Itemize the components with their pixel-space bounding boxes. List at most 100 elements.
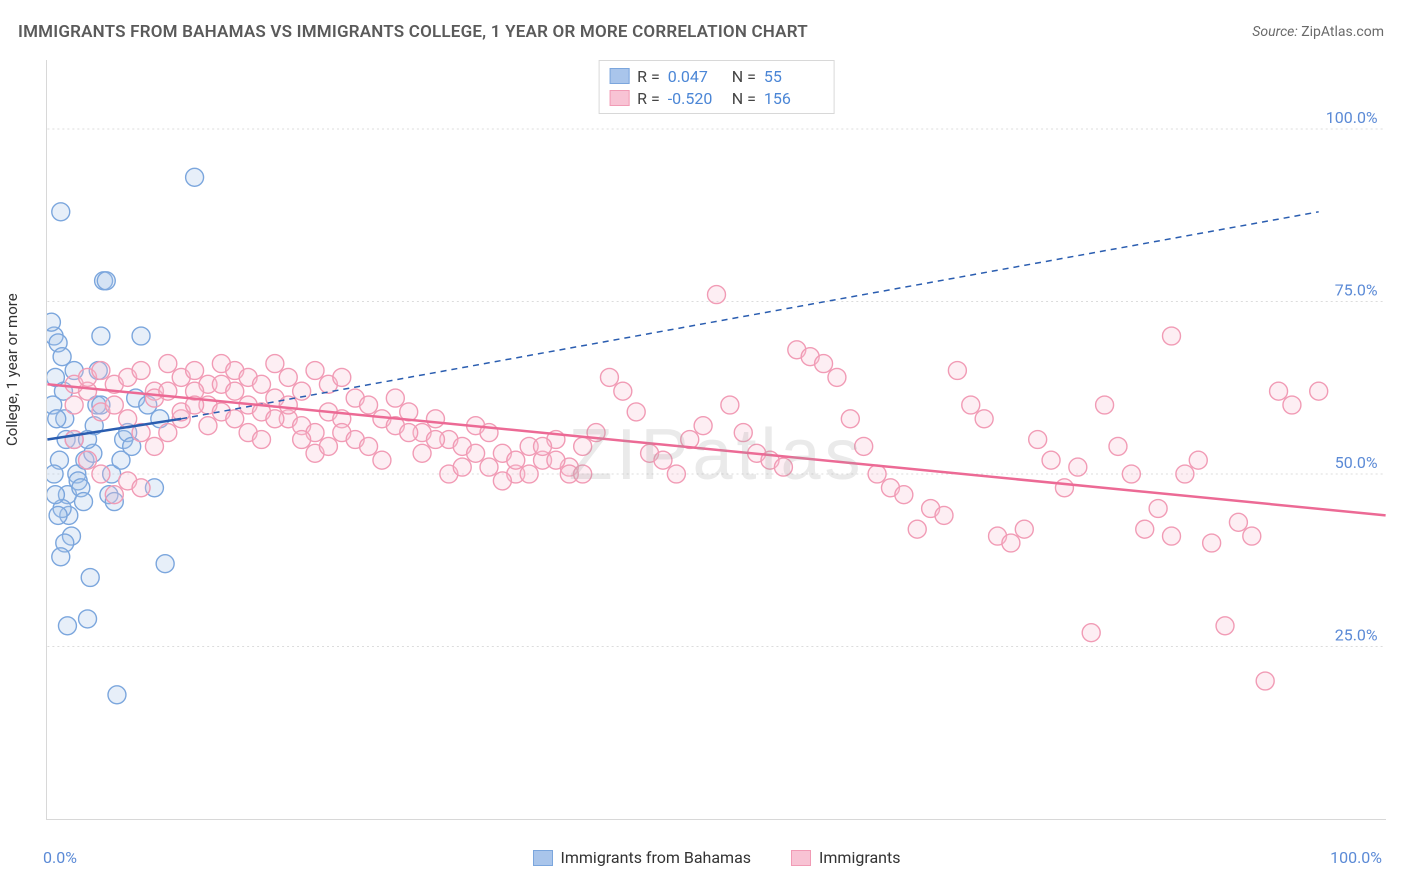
legend-swatch-bahamas <box>533 850 553 866</box>
data-point <box>694 417 712 435</box>
data-point <box>815 355 833 373</box>
data-point <box>534 437 552 455</box>
data-point <box>333 368 351 386</box>
y-tick-label: 50.0% <box>1335 453 1378 472</box>
data-point <box>47 486 64 504</box>
plot-area: R = 0.047 N = 55 R = -0.520 N = 156 25.0… <box>46 60 1386 820</box>
data-point <box>159 355 177 373</box>
data-point <box>156 555 174 573</box>
data-point <box>226 382 244 400</box>
trend-line-extrapolated <box>181 212 1319 419</box>
data-point <box>855 437 873 455</box>
data-point <box>574 465 592 483</box>
n-value: 55 <box>764 67 820 86</box>
data-point <box>520 465 538 483</box>
correlation-legend: R = 0.047 N = 55 R = -0.520 N = 156 <box>598 60 835 114</box>
chart-title: IMMIGRANTS FROM BAHAMAS VS IMMIGRANTS CO… <box>18 22 808 42</box>
data-point <box>47 465 63 483</box>
data-point <box>1189 451 1207 469</box>
data-point <box>627 403 645 421</box>
data-point <box>75 493 93 511</box>
data-point <box>49 506 67 524</box>
data-point <box>1176 465 1194 483</box>
data-point <box>1029 431 1047 449</box>
data-point <box>92 362 110 380</box>
data-point <box>1310 382 1328 400</box>
data-point <box>266 355 284 373</box>
n-label: N = <box>732 89 756 108</box>
series-legend: Immigrants from Bahamas Immigrants <box>47 848 1386 867</box>
data-point <box>1216 617 1234 635</box>
legend-label: Immigrants <box>819 848 900 867</box>
n-label: N = <box>732 67 756 86</box>
data-point <box>868 465 886 483</box>
data-point <box>58 617 76 635</box>
data-point <box>92 327 110 345</box>
data-point <box>186 168 204 186</box>
data-point <box>65 396 83 414</box>
data-point <box>159 424 177 442</box>
data-point <box>226 410 244 428</box>
data-point <box>132 362 150 380</box>
data-point <box>1096 396 1114 414</box>
r-value: 0.047 <box>668 67 724 86</box>
data-point <box>547 451 565 469</box>
data-point <box>97 272 115 290</box>
data-point <box>81 569 99 587</box>
data-point <box>1163 527 1181 545</box>
data-point <box>1229 513 1247 531</box>
data-point <box>319 437 337 455</box>
data-point <box>467 444 485 462</box>
data-point <box>574 437 592 455</box>
data-point <box>962 396 980 414</box>
data-point <box>373 451 391 469</box>
data-point <box>253 375 271 393</box>
legend-item-bahamas: Immigrants from Bahamas <box>533 848 752 867</box>
data-point <box>47 313 60 331</box>
data-point <box>828 368 846 386</box>
source-value: ZipAtlas.com <box>1301 24 1384 40</box>
data-point <box>1069 458 1087 476</box>
data-point <box>293 431 311 449</box>
legend-item-immigrants: Immigrants <box>791 848 900 867</box>
data-point <box>721 396 739 414</box>
scatter-plot-svg: 25.0%50.0%75.0%100.0% <box>47 60 1386 819</box>
legend-label: Immigrants from Bahamas <box>561 848 752 867</box>
data-point <box>493 472 511 490</box>
data-point <box>708 286 726 304</box>
data-point <box>1136 520 1154 538</box>
data-point <box>1243 527 1261 545</box>
data-point <box>413 444 431 462</box>
data-point <box>841 410 859 428</box>
y-tick-label: 75.0% <box>1335 281 1378 300</box>
n-value: 156 <box>764 89 820 108</box>
data-point <box>1270 382 1288 400</box>
data-point <box>1042 451 1060 469</box>
data-point <box>935 506 953 524</box>
trend-line <box>47 384 1385 515</box>
data-point <box>734 424 752 442</box>
data-point <box>1055 479 1073 497</box>
data-point <box>453 458 471 476</box>
data-point <box>145 437 163 455</box>
data-point <box>614 382 632 400</box>
y-tick-label: 25.0% <box>1335 626 1378 645</box>
data-point <box>948 362 966 380</box>
data-point <box>132 479 150 497</box>
data-point <box>1082 624 1100 642</box>
data-point <box>1283 396 1301 414</box>
data-point <box>1015 520 1033 538</box>
data-point <box>79 451 97 469</box>
data-point <box>132 327 150 345</box>
legend-row: R = -0.520 N = 156 <box>609 87 820 109</box>
data-point <box>654 451 672 469</box>
data-point <box>105 486 123 504</box>
data-point <box>386 389 404 407</box>
data-point <box>400 424 418 442</box>
data-point <box>48 410 66 428</box>
data-point <box>1256 672 1274 690</box>
data-point <box>975 410 993 428</box>
data-point <box>186 362 204 380</box>
data-point <box>105 396 123 414</box>
data-point <box>253 431 271 449</box>
